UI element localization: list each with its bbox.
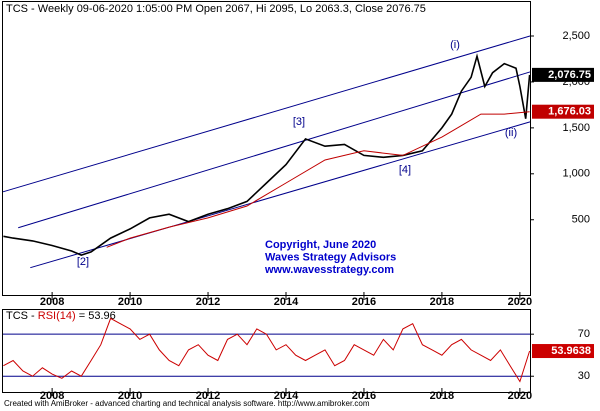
rsi-title-indicator: RSI(14) [38,310,76,322]
last-value-box [532,67,594,82]
y-tick-label: 1,500 [562,122,590,134]
y-tick-label: 70 [578,328,590,340]
last-value-label: 2,076.75 [548,69,591,81]
x-tick-label: 2010 [118,296,142,308]
wave-label: [2] [77,256,89,268]
x-tick-label: 2012 [196,296,220,308]
series-line [3,53,531,256]
x-tick-label: 2014 [274,390,299,402]
x-tick-label: 2018 [430,296,454,308]
channel-line [18,71,531,229]
footer: Created with AmiBroker - advanced charti… [4,399,370,408]
x-tick-label: 2016 [352,390,376,402]
x-tick-label: 2016 [352,296,376,308]
rsi-title-prefix: TCS - [6,310,38,322]
x-tick-label: 2020 [508,296,532,308]
wave-label: [4] [399,164,411,176]
last-value-label: 53.9638 [551,345,591,357]
chart-title: TCS - Weekly 09-06-2020 1:05:00 PM Open … [6,3,426,15]
last-value-label: 1,676.03 [548,106,591,118]
y-tick-label: 2,500 [562,30,590,42]
copyright-text: Waves Strategy Advisors [265,251,396,263]
series-line [3,317,531,383]
x-tick-label: 2020 [508,390,532,402]
x-tick-label: 2012 [196,390,220,402]
channel-line [30,121,531,269]
x-tick-label: 2018 [430,390,454,402]
series-line [106,111,530,248]
rsi-title-value: = 53.96 [76,310,116,322]
x-tick-label: 2014 [274,296,299,308]
wave-label: (i) [450,39,460,51]
x-tick-label: 2010 [118,390,142,402]
wave-label: (ii) [505,127,517,139]
rsi-panel-frame [2,309,531,393]
copyright-text: Copyright, June 2020 [265,239,376,251]
y-tick-label: 500 [572,214,590,226]
last-value-box [532,104,594,119]
channel-line [2,35,531,193]
last-value-box [532,344,594,359]
copyright-text: www.wavesstrategy.com [264,264,394,276]
x-tick-label: 2008 [40,296,64,308]
price-panel-frame [2,1,531,296]
x-tick-label: 2008 [40,390,64,402]
y-tick-label: 30 [578,370,590,382]
wave-label: [3] [293,116,305,128]
rsi-title: TCS - RSI(14) = 53.96 [6,310,116,322]
y-tick-label: 1,000 [562,168,590,180]
